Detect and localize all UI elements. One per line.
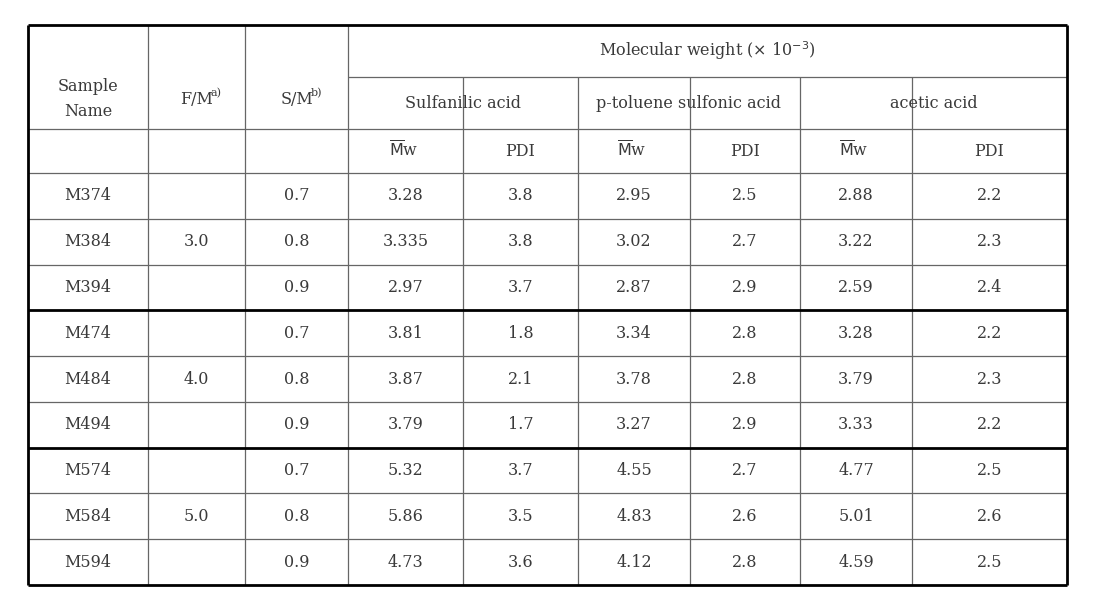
Text: 4.83: 4.83 <box>616 508 652 525</box>
Text: b): b) <box>311 88 322 98</box>
Text: 2.2: 2.2 <box>977 325 1002 342</box>
Text: 2.87: 2.87 <box>616 279 652 296</box>
Text: M494: M494 <box>65 416 112 433</box>
Text: 0.9: 0.9 <box>284 279 309 296</box>
Text: 0.7: 0.7 <box>284 188 309 204</box>
Text: 3.0: 3.0 <box>184 233 209 250</box>
Text: 3.28: 3.28 <box>388 188 424 204</box>
Text: 4.55: 4.55 <box>616 462 652 479</box>
Text: PDI: PDI <box>506 143 535 160</box>
Text: 3.22: 3.22 <box>838 233 874 250</box>
Text: 3.79: 3.79 <box>388 416 424 433</box>
Text: 3.79: 3.79 <box>838 370 874 387</box>
Text: 2.9: 2.9 <box>733 279 758 296</box>
Text: 0.8: 0.8 <box>284 370 309 387</box>
Text: 5.86: 5.86 <box>388 508 424 525</box>
Text: 0.7: 0.7 <box>284 462 309 479</box>
Text: 2.8: 2.8 <box>733 554 758 571</box>
Text: 2.5: 2.5 <box>733 188 758 204</box>
Text: 2.59: 2.59 <box>838 279 874 296</box>
Text: M394: M394 <box>65 279 112 296</box>
Text: 3.8: 3.8 <box>508 233 533 250</box>
Text: 5.01: 5.01 <box>838 508 874 525</box>
Text: $\overline{\mathrm{M}}$w: $\overline{\mathrm{M}}$w <box>840 141 868 161</box>
Text: 0.7: 0.7 <box>284 325 309 342</box>
Text: 2.3: 2.3 <box>977 370 1002 387</box>
Text: 5.32: 5.32 <box>388 462 424 479</box>
Text: 0.8: 0.8 <box>284 508 309 525</box>
Text: acetic acid: acetic acid <box>889 94 978 111</box>
Text: 3.81: 3.81 <box>388 325 424 342</box>
Text: 4.12: 4.12 <box>616 554 652 571</box>
Text: 0.8: 0.8 <box>284 233 309 250</box>
Text: 3.27: 3.27 <box>616 416 652 433</box>
Text: 2.4: 2.4 <box>977 279 1002 296</box>
Text: 2.8: 2.8 <box>733 370 758 387</box>
Text: 4.59: 4.59 <box>838 554 874 571</box>
Text: a): a) <box>210 88 221 98</box>
Text: $\overline{\mathrm{M}}$w: $\overline{\mathrm{M}}$w <box>618 141 647 161</box>
Text: 0.9: 0.9 <box>284 554 309 571</box>
Text: 2.6: 2.6 <box>977 508 1002 525</box>
Text: PDI: PDI <box>975 143 1004 160</box>
Text: Molecular weight ($\times$ 10$^{-3}$): Molecular weight ($\times$ 10$^{-3}$) <box>599 40 816 62</box>
Text: 3.7: 3.7 <box>508 279 533 296</box>
Text: 2.7: 2.7 <box>733 233 758 250</box>
Text: 1.8: 1.8 <box>508 325 533 342</box>
Text: 3.78: 3.78 <box>616 370 652 387</box>
Text: M384: M384 <box>65 233 112 250</box>
Text: 3.5: 3.5 <box>508 508 533 525</box>
Text: Sulfanilic acid: Sulfanilic acid <box>405 94 521 111</box>
Text: M584: M584 <box>65 508 112 525</box>
Text: 2.6: 2.6 <box>733 508 758 525</box>
Text: 2.8: 2.8 <box>733 325 758 342</box>
Text: $\overline{\mathrm{M}}$w: $\overline{\mathrm{M}}$w <box>389 141 418 161</box>
Text: 3.02: 3.02 <box>616 233 652 250</box>
Text: 2.95: 2.95 <box>616 188 652 204</box>
Text: 5.0: 5.0 <box>184 508 209 525</box>
Text: 2.1: 2.1 <box>508 370 533 387</box>
Text: Sample
Name: Sample Name <box>58 78 118 120</box>
Text: 1.7: 1.7 <box>508 416 533 433</box>
Text: 2.2: 2.2 <box>977 188 1002 204</box>
Text: 3.34: 3.34 <box>616 325 652 342</box>
Text: 2.5: 2.5 <box>977 462 1002 479</box>
Text: 2.97: 2.97 <box>388 279 424 296</box>
Text: PDI: PDI <box>730 143 760 160</box>
Text: 2.88: 2.88 <box>838 188 874 204</box>
Text: 3.28: 3.28 <box>838 325 874 342</box>
Text: M574: M574 <box>65 462 112 479</box>
Text: M374: M374 <box>65 188 112 204</box>
Text: 2.7: 2.7 <box>733 462 758 479</box>
Text: 2.3: 2.3 <box>977 233 1002 250</box>
Text: 2.5: 2.5 <box>977 554 1002 571</box>
Text: M474: M474 <box>65 325 112 342</box>
Text: 4.73: 4.73 <box>388 554 424 571</box>
Text: 3.6: 3.6 <box>508 554 533 571</box>
Text: 3.335: 3.335 <box>382 233 428 250</box>
Text: M594: M594 <box>65 554 112 571</box>
Text: 3.7: 3.7 <box>508 462 533 479</box>
Text: 3.8: 3.8 <box>508 188 533 204</box>
Text: 2.2: 2.2 <box>977 416 1002 433</box>
Text: F/M: F/M <box>180 91 212 108</box>
Text: 4.77: 4.77 <box>838 462 874 479</box>
Text: 2.9: 2.9 <box>733 416 758 433</box>
Text: M484: M484 <box>65 370 112 387</box>
Text: S/M: S/M <box>280 91 313 108</box>
Text: 4.0: 4.0 <box>184 370 209 387</box>
Text: 0.9: 0.9 <box>284 416 309 433</box>
Text: p-toluene sulfonic acid: p-toluene sulfonic acid <box>597 94 782 111</box>
Text: 3.33: 3.33 <box>838 416 874 433</box>
Text: 3.87: 3.87 <box>388 370 424 387</box>
